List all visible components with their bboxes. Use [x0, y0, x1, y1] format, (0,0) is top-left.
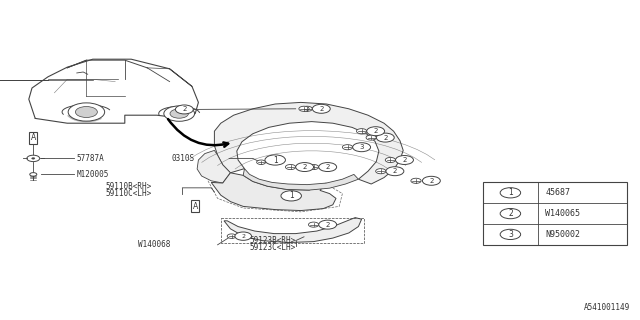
Circle shape — [296, 163, 314, 172]
Text: 1: 1 — [273, 156, 278, 164]
Circle shape — [385, 157, 396, 163]
Circle shape — [367, 127, 385, 136]
Text: 2: 2 — [319, 106, 323, 112]
Text: 2: 2 — [182, 107, 186, 112]
Text: 2: 2 — [326, 222, 330, 228]
Circle shape — [27, 155, 40, 162]
Circle shape — [164, 106, 195, 121]
Text: W140068: W140068 — [138, 240, 170, 249]
Text: A541001149: A541001149 — [584, 303, 630, 312]
Text: 59123B<RH>: 59123B<RH> — [250, 236, 296, 245]
Text: 59110B<RH>: 59110B<RH> — [106, 182, 152, 191]
Circle shape — [308, 222, 319, 227]
Text: N950002: N950002 — [545, 230, 580, 239]
Circle shape — [235, 232, 252, 240]
Text: 59123C<LH>: 59123C<LH> — [250, 243, 296, 252]
Circle shape — [299, 106, 309, 111]
Text: 2: 2 — [326, 164, 330, 170]
Polygon shape — [211, 173, 336, 211]
Text: M120005: M120005 — [77, 170, 109, 179]
Circle shape — [500, 188, 521, 198]
Text: 2: 2 — [508, 209, 513, 218]
Text: 2: 2 — [383, 135, 387, 140]
Circle shape — [68, 103, 104, 121]
Circle shape — [30, 173, 37, 176]
Circle shape — [319, 220, 337, 229]
Text: 45687: 45687 — [545, 188, 570, 197]
Polygon shape — [224, 218, 362, 243]
Circle shape — [396, 156, 413, 164]
Text: 2: 2 — [429, 178, 433, 184]
Circle shape — [175, 105, 193, 114]
Polygon shape — [243, 169, 358, 190]
Circle shape — [342, 145, 353, 150]
Wedge shape — [67, 112, 102, 122]
Circle shape — [422, 176, 440, 185]
Text: 3: 3 — [359, 144, 364, 150]
Circle shape — [500, 229, 521, 240]
Polygon shape — [197, 150, 230, 183]
Text: 2: 2 — [393, 168, 397, 174]
Circle shape — [319, 163, 337, 172]
Text: W140065: W140065 — [545, 209, 580, 218]
Text: 59110C<LH>: 59110C<LH> — [106, 189, 152, 198]
Circle shape — [170, 109, 188, 118]
Circle shape — [265, 155, 285, 165]
Circle shape — [32, 158, 35, 159]
Text: 2: 2 — [374, 128, 378, 134]
Circle shape — [500, 209, 521, 219]
Text: 2: 2 — [241, 234, 245, 239]
Circle shape — [308, 164, 319, 170]
Text: A: A — [193, 202, 198, 211]
Text: 3: 3 — [508, 230, 513, 239]
Circle shape — [76, 107, 97, 117]
Text: A: A — [31, 133, 36, 142]
Circle shape — [386, 167, 404, 176]
Circle shape — [227, 234, 236, 238]
Circle shape — [312, 104, 330, 113]
Circle shape — [353, 143, 371, 152]
Circle shape — [411, 178, 421, 183]
Polygon shape — [214, 102, 403, 184]
Circle shape — [366, 135, 376, 140]
Text: 1: 1 — [289, 191, 294, 200]
Circle shape — [257, 160, 266, 164]
FancyBboxPatch shape — [483, 182, 627, 245]
Text: 57787A: 57787A — [77, 154, 104, 163]
Circle shape — [356, 129, 367, 134]
Text: 1: 1 — [508, 188, 513, 197]
Text: 0310S: 0310S — [172, 154, 195, 163]
Circle shape — [281, 191, 301, 201]
Circle shape — [376, 133, 394, 142]
Circle shape — [302, 106, 312, 111]
Circle shape — [376, 169, 386, 174]
Text: 2: 2 — [303, 164, 307, 170]
Circle shape — [285, 164, 296, 170]
Text: 2: 2 — [403, 157, 406, 163]
